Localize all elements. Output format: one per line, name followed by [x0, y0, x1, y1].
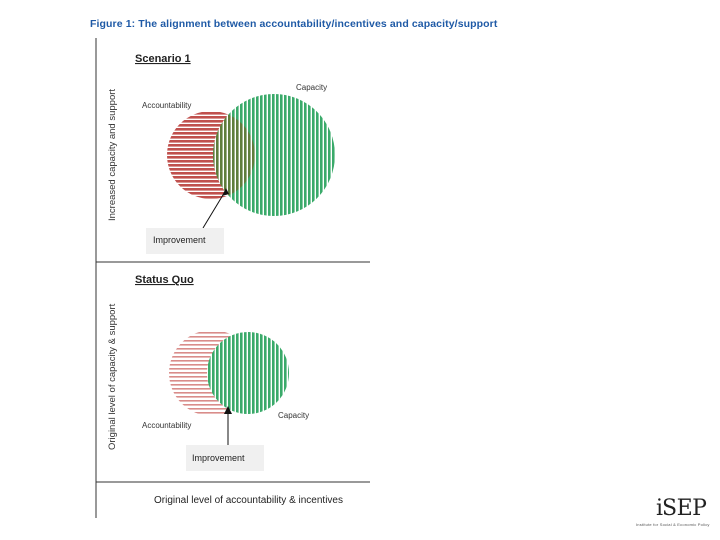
scenario1-improvement-label: Improvement — [153, 235, 206, 245]
status-quo-title: Status Quo — [135, 274, 194, 286]
status-quo-capacity-label: Capacity — [278, 411, 309, 420]
status-quo-improvement-box — [186, 445, 264, 471]
figure-title: Figure 1: The alignment between accounta… — [90, 18, 498, 30]
scenario1-improvement-arrow — [202, 189, 227, 229]
scenario1-title: Scenario 1 — [135, 53, 191, 65]
scenario1-arrow-head — [222, 188, 229, 196]
y-axis-label-upper: Increased capacity and support — [107, 89, 118, 221]
scenario1-capacity-circle — [213, 94, 335, 216]
isep-logo: i SEP Institute for Social & Economic Po… — [636, 496, 712, 530]
scenario1-accountability-label: Accountability — [142, 101, 191, 110]
logo-initial: i — [656, 496, 664, 521]
scenario1-panel: Scenario 1 Accountability Capacity Impro… — [135, 53, 335, 254]
scenario1-capacity-label: Capacity — [296, 83, 327, 92]
status-quo-capacity-circle — [207, 332, 289, 414]
scenario1-improvement-box — [146, 228, 224, 254]
status-quo-panel: Status Quo Accountability Capacity Impro… — [135, 274, 309, 471]
logo-tagline: Institute for Social & Economic Policy — [636, 522, 710, 527]
y-axis-label-lower: Original level of capacity & support — [107, 303, 118, 450]
logo-brand: SEP — [662, 496, 707, 521]
status-quo-improvement-label: Improvement — [192, 453, 245, 463]
status-quo-accountability-label: Accountability — [142, 421, 191, 430]
status-quo-arrow-head — [224, 406, 232, 414]
x-axis-label: Original level of accountability & incen… — [154, 495, 343, 506]
